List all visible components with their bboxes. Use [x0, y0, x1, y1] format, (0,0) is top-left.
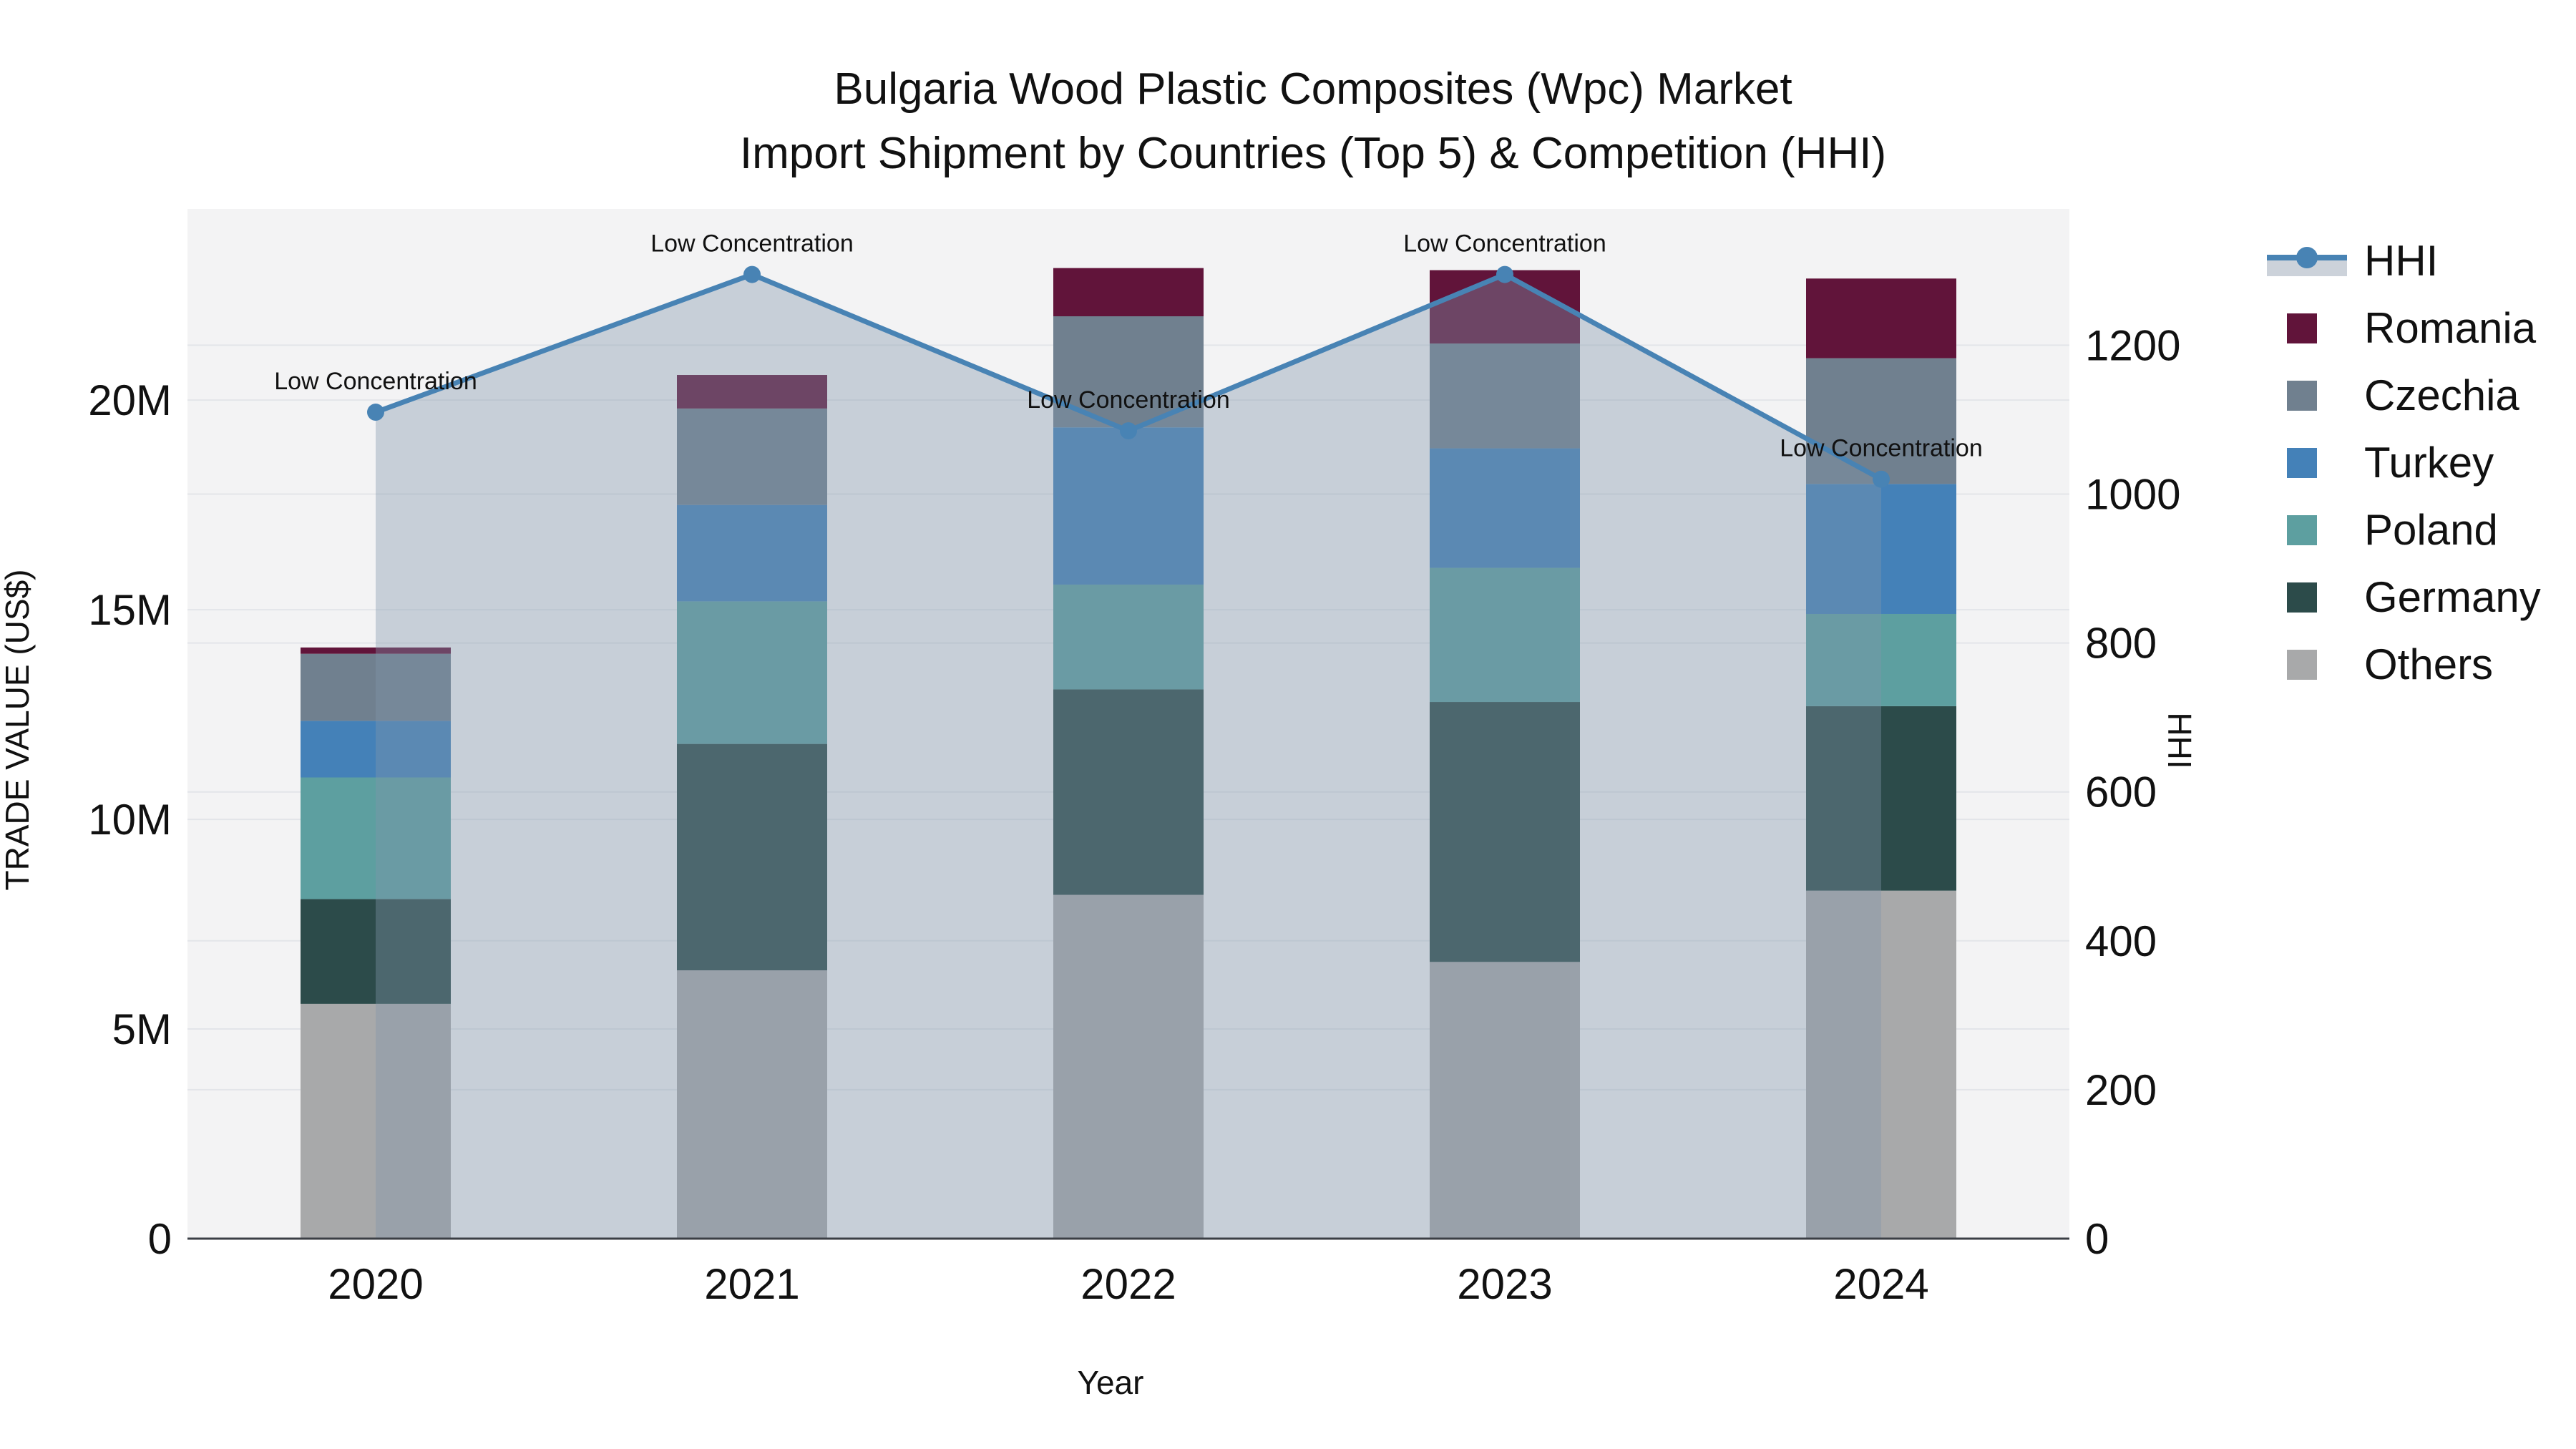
- bar-segment-germany-2024[interactable]: [1806, 706, 1956, 891]
- legend-item-romania[interactable]: Romania: [2267, 303, 2541, 352]
- bar-segment-czechia-2023[interactable]: [1430, 343, 1580, 449]
- bar-segment-romania-2021[interactable]: [677, 375, 827, 409]
- right-tick-0: 0: [2085, 1215, 2109, 1263]
- bar-segment-germany-2023[interactable]: [1430, 702, 1580, 962]
- annotation-2022: Low Concentration: [1027, 386, 1230, 414]
- annotation-2024: Low Concentration: [1780, 435, 1983, 462]
- legend-swatch-icon: [2267, 308, 2347, 348]
- bar-segment-turkey-2022[interactable]: [1053, 427, 1204, 585]
- bar-segment-romania-2022[interactable]: [1053, 268, 1204, 316]
- right-axis-title: HHI: [2161, 712, 2198, 769]
- legend-color-square-czechia: [2287, 381, 2317, 411]
- bar-segment-poland-2021[interactable]: [677, 601, 827, 744]
- hhi-line-swatch-icon: [2267, 240, 2347, 280]
- legend-label: Others: [2364, 640, 2494, 688]
- legend-swatch-icon: [2267, 375, 2347, 415]
- legend-color-square-poland: [2287, 515, 2317, 545]
- bar-segment-turkey-2020[interactable]: [301, 721, 451, 778]
- legend-color-square-others: [2287, 650, 2317, 680]
- legend-label: Czechia: [2364, 371, 2519, 419]
- legend-label: Poland: [2364, 505, 2498, 554]
- legend-swatch-icon: [2267, 442, 2347, 482]
- legend-item-czechia[interactable]: Czechia: [2267, 371, 2541, 419]
- bar-segment-germany-2020[interactable]: [301, 899, 451, 1004]
- left-axis-title: TRADE VALUE (US$): [0, 569, 36, 890]
- right-tick-1200: 1200: [2085, 321, 2180, 369]
- annotation-2021: Low Concentration: [650, 230, 854, 258]
- bar-segment-others-2021[interactable]: [677, 970, 827, 1239]
- right-tick-600: 600: [2085, 769, 2157, 816]
- legend-color-square-turkey: [2287, 448, 2317, 478]
- right-tick-1000: 1000: [2085, 471, 2180, 519]
- legend: HHI Romania Czechia Turkey Poland Germany Othe…: [2267, 236, 2541, 688]
- bar-segment-others-2020[interactable]: [301, 1003, 451, 1239]
- hhi-point-2024[interactable]: [1873, 470, 1890, 488]
- bar-segment-germany-2022[interactable]: [1053, 689, 1204, 895]
- bar-segment-others-2023[interactable]: [1430, 962, 1580, 1239]
- legend-label: Germany: [2364, 572, 2541, 621]
- bar-segment-germany-2021[interactable]: [677, 743, 827, 971]
- chart-title: Bulgaria Wood Plastic Composites (Wpc) M…: [25, 57, 2576, 186]
- bar-segment-poland-2020[interactable]: [301, 777, 451, 899]
- legend-label: HHI: [2364, 236, 2439, 285]
- hhi-point-2020[interactable]: [367, 404, 384, 421]
- legend-label: Turkey: [2364, 438, 2494, 487]
- right-tick-800: 800: [2085, 620, 2157, 668]
- bar-segment-czechia-2020[interactable]: [301, 653, 451, 721]
- bar-segment-turkey-2021[interactable]: [677, 504, 827, 602]
- legend-swatch-icon: [2267, 577, 2347, 617]
- hhi-point-2021[interactable]: [743, 265, 761, 283]
- left-tick-0: 0: [148, 1215, 172, 1263]
- left-tick-5M: 5M: [112, 1005, 172, 1053]
- legend-item-others[interactable]: Others: [2267, 640, 2541, 688]
- left-tick-20M: 20M: [88, 376, 172, 424]
- legend-item-germany[interactable]: Germany: [2267, 572, 2541, 621]
- legend-color-square-romania: [2287, 313, 2317, 343]
- legend-item-hhi[interactable]: HHI: [2267, 236, 2541, 285]
- legend-item-turkey[interactable]: Turkey: [2267, 438, 2541, 487]
- chart-title-line1: Bulgaria Wood Plastic Composites (Wpc) M…: [834, 64, 1792, 114]
- hhi-point-2023[interactable]: [1496, 265, 1513, 283]
- annotation-2023: Low Concentration: [1403, 230, 1606, 258]
- x-tick-2024: 2024: [1833, 1260, 1928, 1308]
- x-tick-2021: 2021: [704, 1260, 799, 1308]
- bar-segment-romania-2020[interactable]: [301, 647, 451, 654]
- annotation-2020: Low Concentration: [274, 368, 477, 395]
- bar-segment-romania-2024[interactable]: [1806, 278, 1956, 358]
- x-tick-2020: 2020: [328, 1260, 423, 1308]
- chart-title-line2: Import Shipment by Countries (Top 5) & C…: [739, 129, 1887, 178]
- right-tick-400: 400: [2085, 917, 2157, 965]
- bar-segment-others-2024[interactable]: [1806, 890, 1956, 1239]
- hhi-area-fill: [376, 274, 1881, 1239]
- legend-swatch-icon: [2267, 509, 2347, 550]
- left-tick-10M: 10M: [88, 796, 172, 844]
- hhi-point-2022[interactable]: [1120, 422, 1137, 440]
- bar-segment-poland-2022[interactable]: [1053, 584, 1204, 690]
- bar-segment-others-2022[interactable]: [1053, 894, 1204, 1239]
- bar-segment-czechia-2024[interactable]: [1806, 358, 1956, 484]
- legend-label: Romania: [2364, 303, 2537, 352]
- right-tick-200: 200: [2085, 1066, 2157, 1114]
- bar-segment-poland-2024[interactable]: [1806, 613, 1956, 706]
- legend-swatch-icon: [2267, 644, 2347, 684]
- bar-segment-turkey-2023[interactable]: [1430, 448, 1580, 568]
- hhi-marker-swatch: [2296, 247, 2318, 268]
- legend-item-poland[interactable]: Poland: [2267, 505, 2541, 554]
- bar-segment-poland-2023[interactable]: [1430, 567, 1580, 703]
- x-axis-title: Year: [1078, 1364, 1144, 1401]
- left-tick-15M: 15M: [88, 586, 172, 634]
- bar-segment-turkey-2024[interactable]: [1806, 484, 1956, 614]
- x-tick-2023: 2023: [1457, 1260, 1552, 1308]
- bar-segment-czechia-2021[interactable]: [677, 408, 827, 505]
- x-tick-2022: 2022: [1080, 1260, 1176, 1308]
- legend-color-square-germany: [2287, 582, 2317, 613]
